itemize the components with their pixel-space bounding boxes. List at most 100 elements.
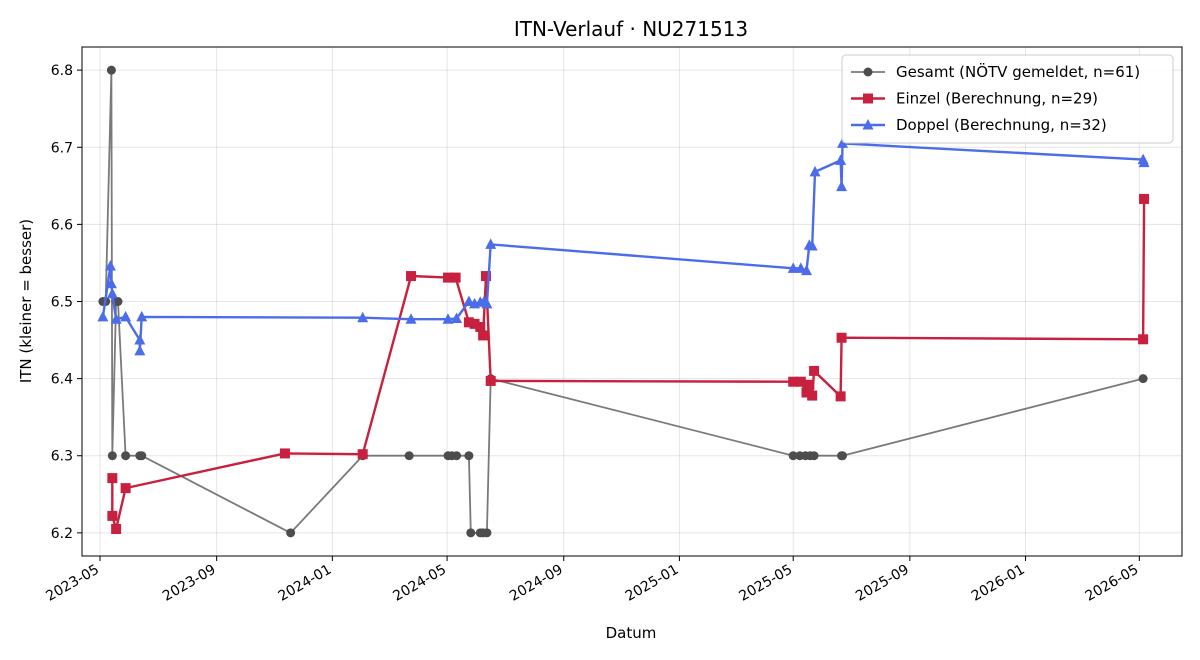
y-tick-label: 6.3 [51,449,73,465]
series-einzel [107,193,1150,535]
data-point-gesamt [113,297,123,306]
data-point-einzel [809,365,820,376]
data-point-doppel [451,312,463,323]
data-point-einzel [801,387,812,398]
y-tick-label: 6.5 [51,295,73,311]
data-point-doppel [835,154,847,165]
x-tick-label: 2023-09 [160,562,219,605]
chart-title: ITN-Verlauf · NU271513 [514,17,748,41]
x-tick-label: 2026-05 [1083,562,1142,605]
data-point-gesamt [137,451,147,461]
data-point-einzel [107,510,118,521]
data-point-doppel [442,313,454,324]
data-point-gesamt [404,451,414,461]
data-point-doppel [105,277,117,289]
y-tick-label: 6.6 [51,217,73,233]
data-point-gesamt [107,451,117,461]
data-point-gesamt [788,451,798,461]
x-axis-label: Datum [606,624,657,642]
x-tick-label: 2025-01 [623,562,682,605]
data-point-doppel [120,310,132,322]
data-point-einzel [836,332,847,343]
legend: Gesamt (NÖTV gemeldet, n=61) Einzel (Bere… [841,54,1174,144]
data-point-doppel [485,238,497,249]
x-tick-label: 2025-09 [853,562,912,605]
data-point-gesamt [1138,374,1148,384]
legend-marker-einzel [863,93,873,104]
data-point-einzel [279,448,290,459]
data-point-einzel [835,391,846,402]
y-tick-label: 6.7 [51,140,73,156]
data-point-einzel [807,390,818,401]
x-tick-label: 2024-09 [507,562,566,605]
data-point-einzel [463,317,474,328]
legend-box [841,54,1174,144]
data-point-einzel [795,376,806,387]
data-point-doppel [357,311,369,323]
y-tick-label: 6.2 [51,526,73,542]
data-point-doppel [806,239,818,251]
data-point-doppel [809,165,821,177]
data-point-einzel [485,375,496,386]
y-axis: 6.2 6.3 6.4 6.5 6.6 6.7 6.8 [51,63,82,542]
data-point-einzel [111,524,122,535]
data-point-einzel [480,271,491,282]
plot-series [97,65,1150,538]
data-point-gesamt [482,528,492,538]
legend-items: Gesamt (NÖTV gemeldet, n=61) Einzel (Bere… [851,62,1140,134]
data-point-doppel [104,260,116,271]
data-point-einzel [1138,334,1149,345]
data-point-doppel [110,313,122,324]
data-point-doppel [97,310,109,322]
data-point-doppel [795,262,807,273]
data-point-einzel [475,321,486,332]
data-point-gesamt [452,451,462,461]
series-gesamt [98,65,1148,538]
data-point-einzel [804,379,815,390]
x-tick-label: 2023-05 [43,562,102,605]
series-line-einzel [111,198,1146,531]
x-axis: 2023-05 2023-09 2024-01 2024-05 2024-09 2025-… [43,556,1141,605]
data-point-einzel [478,330,489,341]
data-point-doppel [481,297,493,309]
x-tick-label: 2024-01 [276,562,335,605]
data-point-einzel [357,449,368,460]
legend-label-einzel: Einzel (Berechnung, n=29) [896,90,1098,108]
data-point-doppel [1138,156,1150,168]
data-point-gesamt [466,528,476,538]
data-point-doppel [134,334,146,345]
x-tick-label: 2024-05 [390,562,449,605]
series-doppel [97,137,1150,356]
data-point-doppel [463,295,475,306]
data-point-einzel [1139,193,1150,204]
data-point-doppel [405,313,417,324]
data-point-doppel [836,180,848,192]
data-point-gesamt [121,451,131,461]
data-point-gesamt [106,65,116,75]
data-point-einzel [120,483,131,494]
data-point-doppel [134,344,146,356]
data-point-einzel [450,272,461,283]
legend-marker-doppel [862,119,874,130]
legend-marker-gesamt [863,67,873,77]
legend-label-doppel: Doppel (Berechnung, n=32) [896,116,1107,134]
x-tick-label: 2026-01 [969,562,1028,605]
data-point-doppel [136,310,148,322]
data-point-gesamt [838,451,848,461]
data-point-einzel [406,271,417,282]
data-point-doppel [787,262,799,273]
y-axis-label: ITN (kleiner = besser) [17,219,35,383]
data-point-gesamt [464,451,474,461]
legend-label-gesamt: Gesamt (NÖTV gemeldet, n=61) [896,62,1140,81]
data-point-gesamt [286,528,296,538]
data-point-doppel [800,264,812,276]
y-tick-label: 6.8 [51,63,73,79]
y-tick-label: 6.4 [51,372,73,388]
x-tick-label: 2025-05 [737,562,796,605]
grid [82,47,1182,556]
data-point-einzel [443,272,454,283]
series-line-doppel [101,142,1146,353]
data-point-doppel [106,287,118,299]
data-point-doppel [837,137,849,148]
